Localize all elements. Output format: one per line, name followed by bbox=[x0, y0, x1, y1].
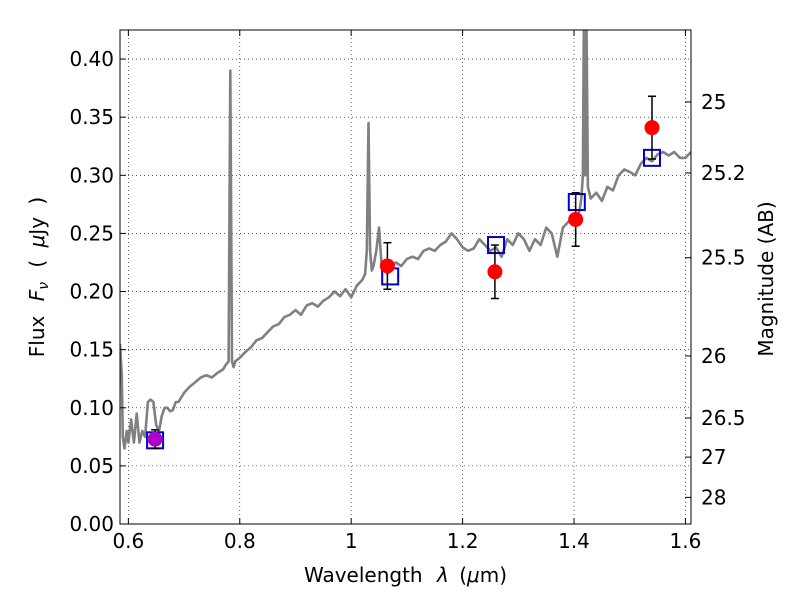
y-axis-title-paren-open: ( bbox=[25, 260, 49, 268]
axes-ticks: 0.6 0.8 1 1.2 1.4 1.6 0.00 0.05 0.10 0.15 0.20 0.25… bbox=[69, 30, 746, 553]
grid bbox=[120, 30, 691, 525]
measurement-point bbox=[487, 264, 503, 280]
x-tick-label: 1 bbox=[345, 529, 358, 553]
x-tick-label: 0.6 bbox=[112, 529, 144, 553]
y-axis-title-paren-close: ) bbox=[25, 197, 49, 205]
x-axis-title-mu: μ bbox=[466, 563, 480, 587]
optical-measurement-point bbox=[147, 431, 163, 447]
x-axis-title-paren: ( bbox=[459, 563, 467, 587]
y2-tick-label: 25 bbox=[701, 90, 726, 114]
y2-tick-label: 26 bbox=[701, 344, 726, 368]
x-axis-title-lambda: λ bbox=[436, 563, 449, 587]
x-tick-label: 1.4 bbox=[558, 529, 590, 553]
y-axis-title-prefix: Flux bbox=[25, 315, 49, 357]
x-tick-label: 1.2 bbox=[447, 529, 479, 553]
y-tick-label: 0.00 bbox=[69, 512, 114, 536]
measurement-point bbox=[644, 120, 660, 136]
y2-tick-label: 26.5 bbox=[701, 406, 746, 430]
y-axis-title-mu: μ bbox=[25, 235, 49, 249]
y-tick-label: 0.05 bbox=[69, 454, 114, 478]
spectrum-series bbox=[120, 30, 691, 450]
y-axis-title-F: F bbox=[25, 289, 49, 301]
y-tick-label: 0.40 bbox=[69, 47, 114, 71]
y2-tick-label: 25.2 bbox=[701, 161, 746, 185]
x-axis-title-unit: m) bbox=[480, 563, 507, 587]
y-axis-title: Flux Fν ( μJy ) bbox=[25, 197, 53, 357]
y-axis-title-unit: Jy bbox=[25, 217, 49, 237]
y-tick-label: 0.20 bbox=[69, 280, 114, 304]
y2-tick-label: 27 bbox=[701, 445, 726, 469]
y2-axis-title: Magnitude (AB) bbox=[754, 201, 778, 356]
y2-tick-label: 25.5 bbox=[701, 246, 746, 270]
y-tick-label: 0.10 bbox=[69, 396, 114, 420]
y-tick-label: 0.30 bbox=[69, 163, 114, 187]
y-tick-label: 0.35 bbox=[69, 105, 114, 129]
x-axis-title-prefix: Wavelength bbox=[304, 563, 423, 587]
plot-frame bbox=[119, 29, 692, 525]
measurement-point bbox=[568, 211, 584, 227]
y-axis-title-nu: ν bbox=[36, 282, 52, 290]
model-point-square bbox=[567, 193, 586, 212]
y2-tick-label: 28 bbox=[701, 485, 726, 509]
spectrum-line bbox=[120, 30, 691, 450]
x-tick-label: 1.6 bbox=[670, 529, 702, 553]
x-axis-title: Wavelength λ (μm) bbox=[304, 563, 507, 587]
model-point-square bbox=[487, 236, 506, 255]
y-tick-label: 0.15 bbox=[69, 338, 114, 362]
data-markers bbox=[146, 95, 662, 450]
y-tick-label: 0.25 bbox=[69, 221, 114, 245]
x-tick-label: 0.8 bbox=[224, 529, 256, 553]
measurement-point bbox=[379, 258, 395, 274]
